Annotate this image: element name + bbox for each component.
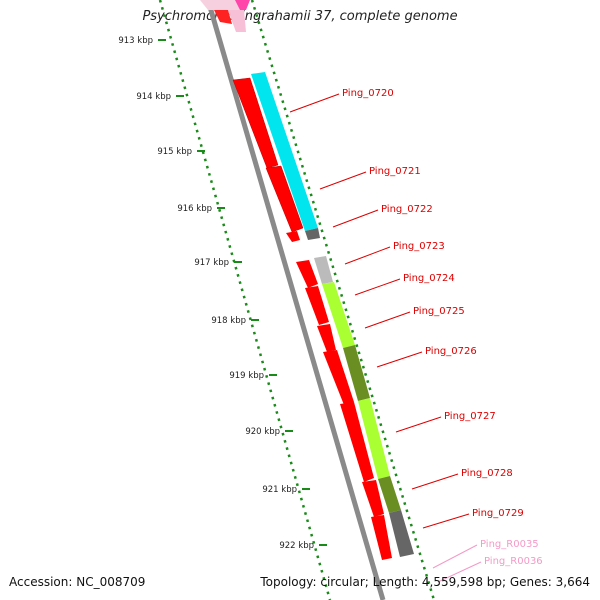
gene-label[interactable]: Ping_0724: [403, 273, 455, 284]
cds-arrow-ping-0720: [232, 77, 279, 169]
cog-band-olive-2: [378, 476, 401, 513]
gene-leader-line: [437, 561, 482, 583]
gene-label[interactable]: Ping_R0035: [480, 539, 539, 550]
scale-tick-label: 914 kbp: [136, 92, 171, 102]
scale-tick-label: 913 kbp: [118, 36, 153, 46]
scale-tick-label: 921 kbp: [262, 485, 297, 495]
gene-leader-line: [395, 416, 442, 433]
cog-band-lightgrey: [314, 256, 333, 284]
gene-label[interactable]: Ping_0720: [342, 88, 394, 99]
gene-leader-line: [319, 171, 367, 190]
cog-band-olive-1: [343, 345, 370, 401]
cog-band-grey-2: [389, 510, 414, 557]
cds-arrow-ping-0728: [362, 480, 384, 517]
partial-feature-pink-2: [228, 10, 246, 32]
gene-leader-line: [289, 93, 340, 113]
cog-band-lime-1: [322, 282, 355, 348]
gene-leader-line: [376, 351, 423, 368]
gene-leader-line: [422, 513, 470, 529]
partial-feature-red-top: [214, 10, 232, 24]
scale-dotted-line-inner: [158, 0, 332, 600]
gene-labels: Ping_0720 Ping_0721 Ping_0722 Ping_0723 Ping…: [289, 88, 543, 583]
scale-tick-label: 917 kbp: [194, 258, 229, 268]
cog-band-cyan: [251, 72, 318, 231]
cds-arrow-ping-0721: [265, 165, 304, 233]
gene-leader-line: [364, 311, 411, 329]
gene-label[interactable]: Ping_0726: [425, 346, 477, 357]
scale-tick-label: 922 kbp: [279, 541, 314, 551]
gene-label[interactable]: Ping_0721: [369, 166, 421, 177]
gene-label[interactable]: Ping_0722: [381, 204, 433, 215]
partial-feature-pink: [200, 0, 240, 10]
gene-leader-line: [411, 473, 459, 490]
gene-label[interactable]: Ping_0728: [461, 468, 513, 479]
gene-leader-line: [344, 246, 391, 265]
gene-leader-line: [354, 278, 401, 296]
gene-leader-line: [332, 209, 379, 228]
scale-tick-label: 916 kbp: [177, 204, 212, 214]
genome-backbone: [205, 0, 386, 600]
scale-tick-label: 915 kbp: [157, 147, 192, 157]
gene-label[interactable]: Ping_0727: [444, 411, 496, 422]
partial-feature-magenta: [235, 0, 250, 10]
scale-tick-label: 918 kbp: [211, 316, 246, 326]
scale-tick-label: 919 kbp: [229, 371, 264, 381]
cog-band-lime-2: [358, 398, 390, 479]
gene-label[interactable]: Ping_0725: [413, 306, 465, 317]
gene-label[interactable]: Ping_0723: [393, 241, 445, 252]
cog-band-grey-1: [305, 228, 320, 240]
accession-text: Accession: NC_008709: [9, 575, 146, 589]
genome-summary-text: Topology: circular; Length: 4,559,598 bp…: [260, 575, 590, 589]
gene-label[interactable]: Ping_0729: [472, 508, 524, 519]
cds-arrow-ping-0729: [371, 515, 392, 560]
cds-arrow-ping-0724: [305, 286, 329, 325]
gene-label[interactable]: Ping_R0036: [484, 556, 543, 567]
gene-leader-line: [432, 544, 478, 569]
cds-arrow-ping-0727: [340, 402, 374, 482]
cds-arrow-ping-0725: [317, 324, 336, 352]
scale-ticks: 913 kbp 914 kbp 915 kbp 916 kbp 917 kbp 918 k…: [118, 36, 327, 551]
scale-tick-label: 920 kbp: [245, 427, 280, 437]
cds-arrow-ping-0723: [296, 260, 318, 288]
cds-arrow-ping-0726: [323, 350, 354, 405]
cds-arrow-ping-0722: [286, 231, 300, 242]
